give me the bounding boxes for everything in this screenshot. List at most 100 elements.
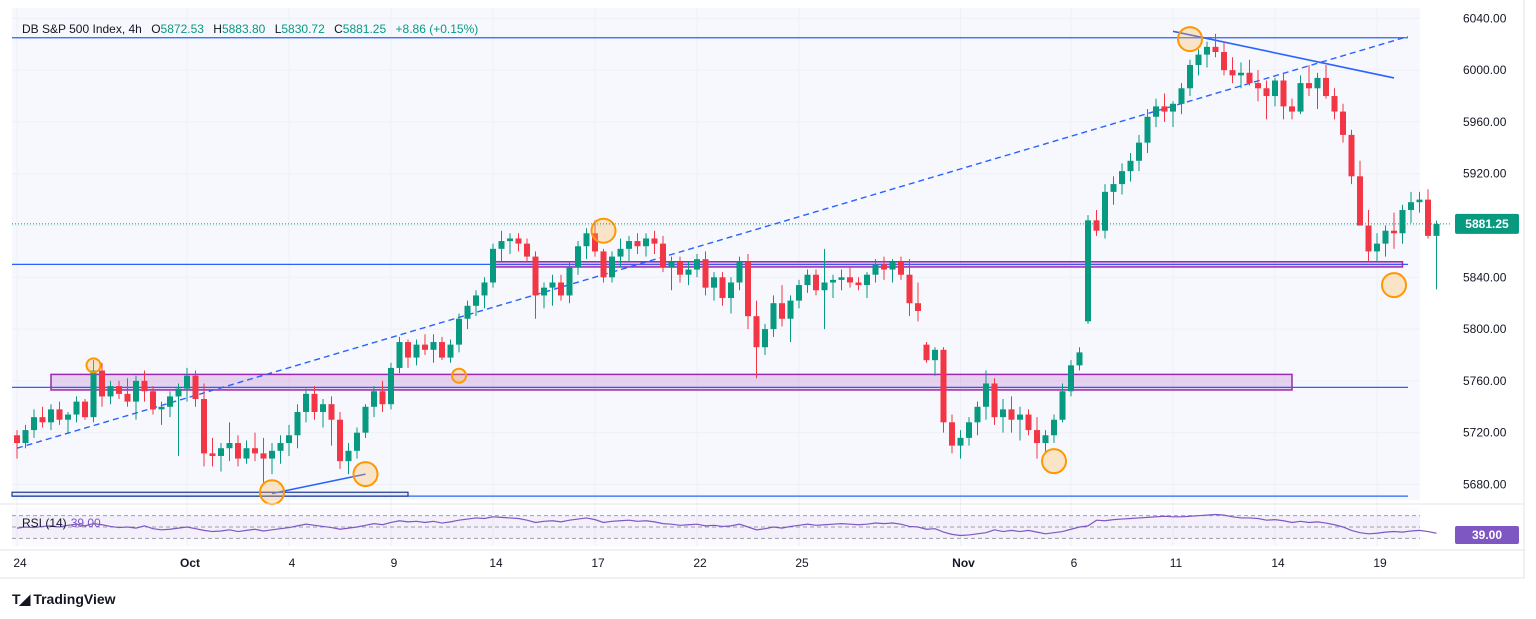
candle-body[interactable] [804,274,811,286]
candle-body[interactable] [1280,80,1287,107]
candle-body[interactable] [1076,352,1083,366]
candle-body[interactable] [1204,46,1210,55]
candle-body[interactable] [422,344,428,350]
candle-body[interactable] [872,264,879,275]
candle-body[interactable] [294,411,301,436]
candle-body[interactable] [651,238,658,244]
candle-body[interactable] [286,435,292,444]
candle-body[interactable] [1127,160,1134,172]
candle-body[interactable] [90,370,97,418]
candle-body[interactable] [821,282,828,291]
candle-body[interactable] [541,287,547,296]
highlight-circle[interactable] [451,367,467,384]
candle-body[interactable] [1340,111,1346,135]
candle-body[interactable] [337,419,343,462]
candle-body[interactable] [1408,202,1414,210]
candle-body[interactable] [201,399,207,454]
candle-body[interactable] [226,443,233,449]
highlight-circle[interactable] [259,479,285,506]
candle-body[interactable] [1229,70,1236,76]
candle-body[interactable] [1391,230,1397,234]
highlight-circle[interactable] [85,357,102,374]
candle-body[interactable] [48,409,54,423]
candle-body[interactable] [1008,409,1015,420]
candle-body[interactable] [694,259,700,270]
candle-body[interactable] [260,453,267,459]
candle-body[interactable] [218,448,224,456]
candle-body[interactable] [481,282,488,296]
candle-body[interactable] [277,443,284,451]
candle-body[interactable] [719,277,726,299]
candle-body[interactable] [1136,142,1142,161]
candle-body[interactable] [243,448,250,459]
candle-body[interactable] [1263,88,1270,97]
candle-body[interactable] [1187,64,1193,89]
candle-body[interactable] [14,435,20,444]
candle-body[interactable] [490,248,496,283]
candle-body[interactable] [558,282,564,296]
candle-body[interactable] [507,238,513,242]
candle-body[interactable] [1119,171,1125,185]
candle-body[interactable] [1255,83,1261,89]
candle-body[interactable] [906,274,913,304]
candle-body[interactable] [1110,184,1117,192]
candle-body[interactable] [65,414,71,420]
candle-body[interactable] [583,233,590,247]
highlight-circle[interactable] [1177,26,1203,53]
candle-body[interactable] [464,305,471,319]
candle-body[interactable] [396,342,403,368]
candle-body[interactable] [320,404,326,412]
candle-body[interactable] [1161,106,1168,112]
candle-body[interactable] [745,261,751,317]
candle-body[interactable] [1399,209,1406,234]
trendline[interactable] [271,473,366,495]
candle-body[interactable] [949,422,955,446]
candle-body[interactable] [940,349,947,423]
candle-body[interactable] [974,406,981,423]
rsi-line[interactable] [16,513,1437,537]
candle-body[interactable] [1212,46,1219,53]
candle-body[interactable] [830,279,836,283]
candle-body[interactable] [1272,80,1278,97]
candle-body[interactable] [1357,176,1363,226]
candle-body[interactable] [1068,365,1074,392]
candle-body[interactable] [983,383,989,407]
candle-body[interactable] [1000,409,1006,418]
price-zone[interactable] [492,261,1404,268]
candle-body[interactable] [1323,77,1329,97]
candle-body[interactable] [1051,419,1057,436]
candle-body[interactable] [600,251,607,278]
candle-body[interactable] [150,391,156,410]
candle-body[interactable] [1085,220,1091,322]
candle-body[interactable] [1246,72,1253,84]
candle-body[interactable] [515,238,522,244]
candle-body[interactable] [447,344,454,358]
candle-body[interactable] [753,316,760,348]
candle-body[interactable] [175,388,182,397]
candle-body[interactable] [473,295,479,306]
candle-body[interactable] [456,318,462,345]
candle-body[interactable] [838,277,845,280]
candle-body[interactable] [430,342,437,350]
candle-body[interactable] [1034,430,1040,444]
candle-body[interactable] [252,448,258,454]
candle-body[interactable] [609,256,615,278]
candle-body[interactable] [889,261,896,270]
candle-body[interactable] [1374,243,1380,252]
candle-body[interactable] [1297,83,1304,112]
candle-body[interactable] [957,437,964,446]
candle-body[interactable] [1025,414,1032,431]
candle-body[interactable] [915,303,921,311]
candle-body[interactable] [192,375,199,400]
candle-body[interactable] [1042,435,1049,444]
candle-body[interactable] [362,406,369,433]
candle-body[interactable] [1153,106,1159,117]
candle-body[interactable] [303,393,309,412]
candle-body[interactable] [1416,199,1423,203]
candle-body[interactable] [728,282,734,299]
candle-body[interactable] [116,386,122,394]
candle-body[interactable] [1425,199,1431,236]
candle-body[interactable] [1170,103,1176,112]
candle-body[interactable] [1348,134,1355,177]
candle-body[interactable] [1093,220,1100,231]
